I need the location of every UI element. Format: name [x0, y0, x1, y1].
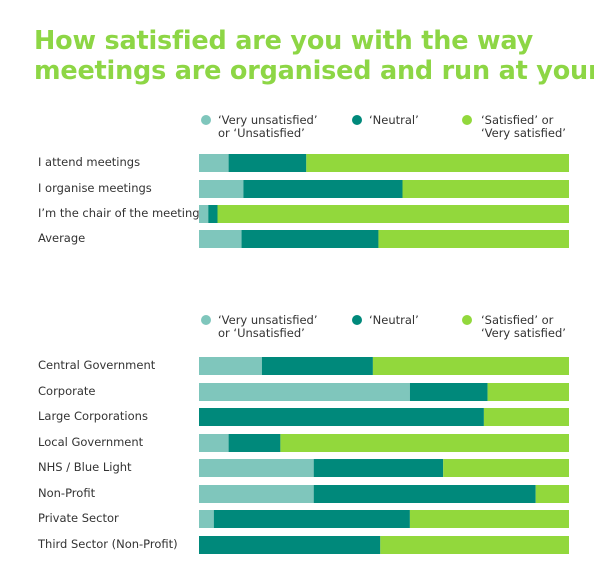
bar-segment [409, 383, 488, 401]
bar-segment [199, 205, 209, 223]
bar-segment [199, 408, 484, 426]
bar-segment [306, 154, 569, 172]
bar-segment [199, 230, 242, 248]
category-label: Average [38, 231, 85, 245]
bar-segment [228, 154, 307, 172]
bar-segment [313, 485, 536, 503]
category-label: Local Government [38, 435, 144, 449]
bar-segment [241, 230, 379, 248]
category-label: I’m the chair of the meeting [38, 206, 200, 220]
legend-swatch-1 [201, 115, 211, 125]
bar-segment [402, 180, 569, 198]
legend-label: ‘Neutral’ [369, 313, 419, 327]
bar-segment [217, 205, 569, 223]
bar-segment [409, 510, 569, 528]
bar-segment [199, 357, 262, 375]
bar-segment [535, 485, 569, 503]
category-label: I attend meetings [38, 155, 140, 169]
legend-label: ‘Very unsatisfied’ [218, 313, 317, 327]
bar-segment [443, 459, 569, 477]
bar-segment [199, 383, 410, 401]
bar-segment [487, 383, 569, 401]
legend-swatch-1 [201, 315, 211, 325]
category-label: Third Sector (Non-Profit) [37, 537, 178, 551]
category-label: Large Corporations [38, 409, 148, 423]
title-line-1: How satisfied are you with the way [34, 26, 534, 56]
category-label: Private Sector [38, 511, 119, 525]
legend-swatch-3 [462, 115, 472, 125]
bar-segment [199, 434, 229, 452]
legend-label: ‘Satisfied’ or [481, 313, 554, 327]
bar-segment [199, 180, 244, 198]
bar-segment [208, 205, 218, 223]
bar-segment [213, 510, 410, 528]
bar-segment [372, 357, 569, 375]
bar-segment [199, 510, 214, 528]
bar-segment [483, 408, 569, 426]
bar-segment [243, 180, 403, 198]
legend-label: or ‘Unsatisfied’ [218, 126, 305, 140]
bar-segment [199, 154, 229, 172]
legend-label: ‘Very satisfied’ [481, 326, 566, 340]
bar-segment [199, 485, 314, 503]
bar-segment [261, 357, 373, 375]
category-label: Corporate [38, 384, 96, 398]
legend-label: ‘Neutral’ [369, 113, 419, 127]
title-line-2: meetings are organised and run at your [34, 56, 594, 86]
category-label: Central Government [38, 358, 156, 372]
bar-segment [313, 459, 444, 477]
legend-label: ‘Very satisfied’ [481, 126, 566, 140]
legend-label: ‘Satisfied’ or [481, 113, 554, 127]
category-label: I organise meetings [38, 181, 152, 195]
chart-title: How satisfied are you with the way meeti… [34, 26, 594, 86]
category-label: Non-Profit [38, 486, 96, 500]
legend-swatch-2 [352, 115, 362, 125]
bar-segment [199, 536, 381, 554]
legend-label: ‘Very unsatisfied’ [218, 113, 317, 127]
legend-swatch-3 [462, 315, 472, 325]
bar-segment [199, 459, 314, 477]
category-label: NHS / Blue Light [38, 460, 132, 474]
bar-segment [280, 434, 569, 452]
bar-segment [380, 536, 569, 554]
bar-segment [228, 434, 281, 452]
legend-swatch-2 [352, 315, 362, 325]
bar-segment [378, 230, 569, 248]
legend-label: or ‘Unsatisfied’ [218, 326, 305, 340]
